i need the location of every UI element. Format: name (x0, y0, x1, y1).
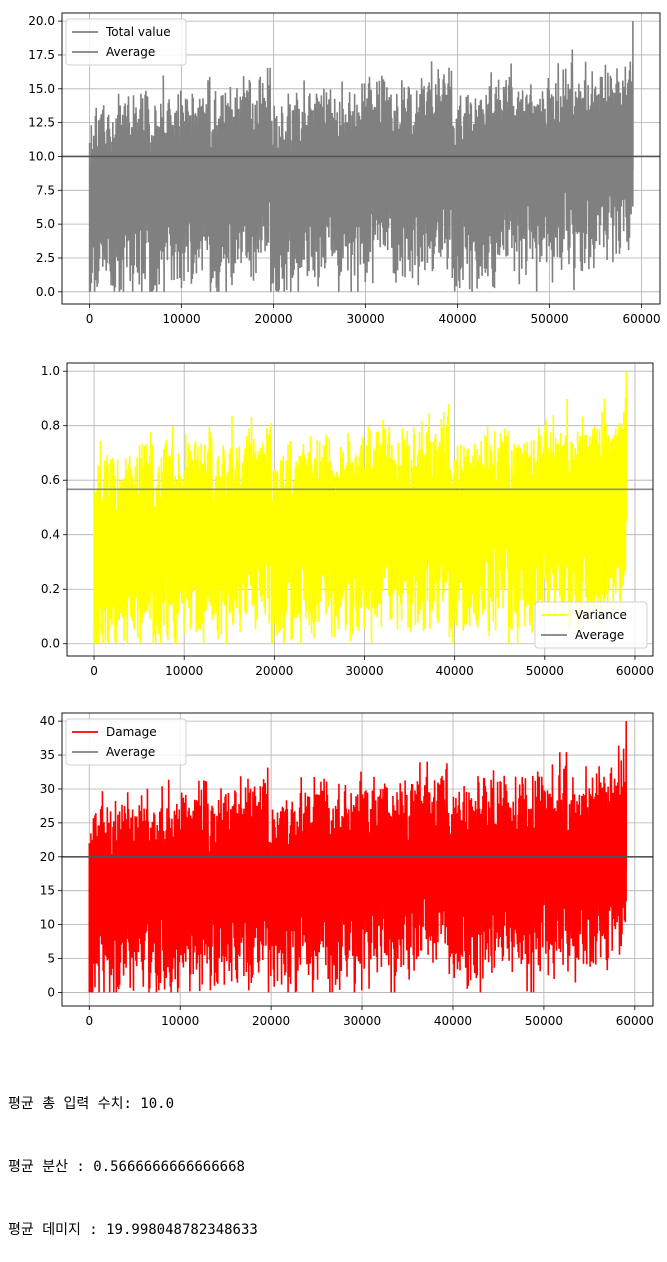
x-tick-label: 30000 (343, 1014, 381, 1028)
x-tick-label: 50000 (526, 664, 564, 678)
x-tick-label: 0 (86, 312, 94, 326)
total-value-chart: 0 10000 20000 30000 40000 50000 60000 0.0 2.5 5.0… (0, 0, 667, 340)
legend-box (65, 18, 187, 66)
average-damage-text: 평균 데미지 : 19.998048782348633 (8, 1222, 258, 1238)
legend: Total value Average (65, 18, 187, 66)
x-tick-label: 10000 (161, 1014, 199, 1028)
y-tick-label: 0 (47, 985, 55, 999)
damage-chart: 0 10000 20000 30000 40000 50000 60000 0 5 10 15 20 2… (0, 700, 667, 1040)
y-tick-label: 20 (40, 850, 55, 864)
y-tick-label: 2.5 (36, 251, 55, 265)
x-tick-label: 40000 (439, 312, 477, 326)
plot-frame (61, 712, 654, 1007)
y-tick-label: 10.0 (28, 149, 55, 163)
y-tick-label: 17.5 (28, 48, 55, 62)
chart-svg-2: 0 10000 20000 30000 40000 50000 60000 0 5 10 15 20 2… (40, 712, 654, 1028)
x-tick-label: 20000 (252, 1014, 290, 1028)
y-tick-label: 35 (40, 748, 55, 762)
x-tick-label: 30000 (347, 312, 385, 326)
x-tick-label: 40000 (434, 1014, 472, 1028)
console-output: 평균 총 입력 수치: 10.0 평균 분산 : 0.5666666666666… (8, 1052, 658, 1262)
series-line-variance (93, 371, 628, 644)
x-tick-label: 40000 (436, 664, 474, 678)
x-tick-label: 10000 (165, 664, 203, 678)
legend-label: Variance (575, 608, 627, 622)
y-tick-label: 30 (40, 782, 55, 796)
y-tick-label: 0.6 (41, 473, 60, 487)
x-tick-label: 50000 (531, 312, 569, 326)
x-tick-label: 0 (85, 1014, 93, 1028)
y-tick-label: 5.0 (36, 217, 55, 231)
y-tick-label: 10 (40, 918, 55, 932)
legend-label: Average (575, 628, 624, 642)
legend: Variance Average (534, 601, 648, 649)
chart-svg-0: 0 10000 20000 30000 40000 50000 60000 0.0 2.5 5.0… (28, 12, 661, 326)
y-tick-label: 0.0 (36, 285, 55, 299)
plot-frame (66, 362, 654, 657)
legend-label: Total value (105, 25, 171, 39)
legend: Damage Average (65, 718, 187, 766)
x-tick-label: 30000 (345, 664, 383, 678)
x-tick-label: 60000 (616, 1014, 654, 1028)
y-tick-label: 25 (40, 816, 55, 830)
y-tick-label: 7.5 (36, 183, 55, 197)
y-tick-label: 0.4 (41, 528, 60, 542)
x-tick-label: 10000 (163, 312, 201, 326)
series-line-total-value (88, 21, 634, 292)
average-variance-text: 평균 분산 : 0.5666666666666668 (8, 1159, 245, 1175)
y-tick-label: 15 (40, 884, 55, 898)
chart-svg-1: 0 10000 20000 30000 40000 50000 60000 0.0 0.2 0.4… (41, 362, 654, 678)
x-tick-label: 0 (90, 664, 98, 678)
y-tick-label: 12.5 (28, 116, 55, 130)
y-tick-label: 0.2 (41, 582, 60, 596)
legend-box (65, 718, 187, 766)
legend-label: Average (106, 745, 155, 759)
x-tick-label: 20000 (255, 312, 293, 326)
legend-label: Average (106, 45, 155, 59)
average-total-input-text: 평균 총 입력 수치: 10.0 (8, 1096, 175, 1112)
x-tick-label: 50000 (525, 1014, 563, 1028)
y-tick-label: 5 (47, 952, 55, 966)
legend-box (534, 601, 648, 649)
y-tick-label: 1.0 (41, 364, 60, 378)
y-tick-label: 0.8 (41, 419, 60, 433)
y-tick-label: 40 (40, 714, 55, 728)
plot-frame (61, 12, 661, 305)
variance-chart: 0 10000 20000 30000 40000 50000 60000 0.0 0.2 0.4… (0, 350, 667, 690)
x-tick-label: 60000 (616, 664, 654, 678)
y-tick-label: 20.0 (28, 14, 55, 28)
legend-label: Damage (106, 725, 157, 739)
x-tick-label: 20000 (255, 664, 293, 678)
y-tick-label: 15.0 (28, 82, 55, 96)
x-tick-label: 60000 (623, 312, 661, 326)
y-tick-label: 0.0 (41, 637, 60, 651)
series-line-damage (88, 721, 627, 993)
